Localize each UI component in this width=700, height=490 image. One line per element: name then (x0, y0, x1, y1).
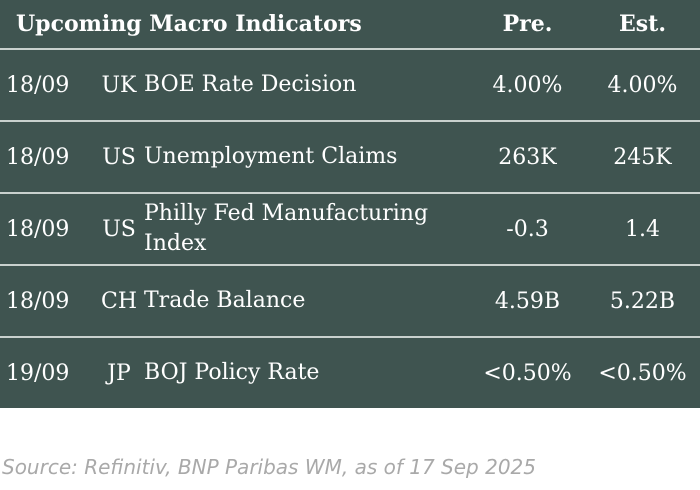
row-indicator: BOJ Policy Rate (144, 360, 320, 385)
row-previous: 4.59B (494, 288, 561, 314)
row-estimate: 4.00% (607, 72, 678, 98)
column-header-pre: Pre. (502, 11, 553, 37)
table-header: Upcoming Macro Indicators Pre. Est. (0, 0, 700, 50)
row-previous: <0.50% (483, 360, 572, 386)
row-date: 18/09 (6, 216, 70, 242)
row-indicator: BOE Rate Decision (144, 72, 357, 97)
table-row: 18/09 CH Trade Balance 4.59B 5.22B (0, 266, 700, 338)
row-estimate: 5.22B (609, 288, 676, 314)
row-estimate: 245K (613, 144, 672, 170)
table-row: 19/09 JP BOJ Policy Rate <0.50% <0.50% (0, 338, 700, 408)
macro-indicators-table: Upcoming Macro Indicators Pre. Est. 18/0… (0, 0, 700, 408)
table-row: 18/09 US Unemployment Claims 263K 245K (0, 122, 700, 194)
row-date: 19/09 (6, 360, 70, 386)
row-country: JP (107, 360, 131, 386)
table-row: 18/09 US Philly Fed Manufacturing Index … (0, 194, 700, 266)
row-indicator: Philly Fed Manufacturing Index (144, 201, 429, 256)
row-previous: 4.00% (492, 72, 563, 98)
row-indicator: Trade Balance (144, 288, 306, 313)
row-indicator: Unemployment Claims (144, 144, 398, 169)
source-note: Source: Refinitiv, BNP Paribas WM, as of… (2, 455, 536, 479)
row-previous: 263K (498, 144, 557, 170)
column-header-est: Est. (619, 11, 666, 37)
table-title: Upcoming Macro Indicators (16, 11, 362, 37)
row-date: 18/09 (6, 72, 70, 98)
row-previous: -0.3 (506, 216, 549, 242)
row-country: CH (100, 288, 138, 314)
row-estimate: 1.4 (625, 216, 660, 242)
row-country: US (102, 216, 136, 242)
table-row: 18/09 UK BOE Rate Decision 4.00% 4.00% (0, 50, 700, 122)
row-country: UK (101, 72, 137, 98)
row-date: 18/09 (6, 144, 70, 170)
row-estimate: <0.50% (598, 360, 687, 386)
row-date: 18/09 (6, 288, 70, 314)
row-country: US (102, 144, 136, 170)
